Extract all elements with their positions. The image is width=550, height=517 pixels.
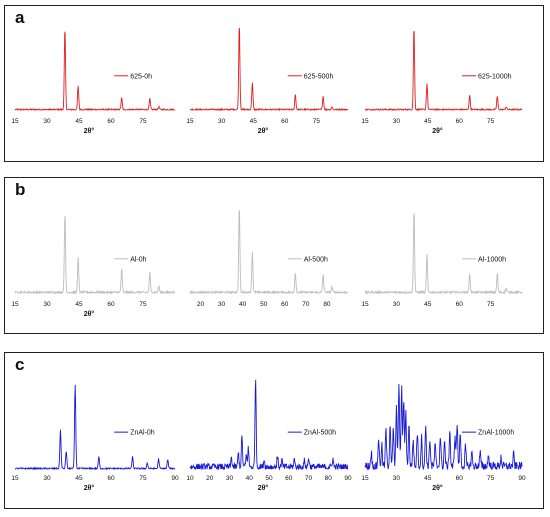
x-tick-label: 45 (424, 118, 432, 125)
x-axis-label: 2θ° (258, 484, 269, 492)
x-axis-label: 2θ° (84, 484, 95, 492)
diffraction-line (364, 30, 523, 112)
x-tick-label: 75 (139, 475, 147, 482)
x-tick-label: 70 (302, 301, 310, 308)
x-tick-label: 30 (43, 118, 51, 125)
x-tick-label: 30 (218, 301, 226, 308)
x-tick-label: 45 (75, 475, 83, 482)
diffraction-line (15, 384, 176, 471)
x-tick-label: 60 (281, 301, 289, 308)
x-tick-label: 80 (325, 475, 333, 482)
panel-c: c (4, 352, 544, 509)
x-axis-label: 2θ° (432, 484, 443, 492)
legend-label: Al-0h (130, 256, 146, 263)
panel-b: b (4, 177, 544, 334)
x-tick-label: 60 (281, 118, 289, 125)
x-tick-label: 90 (344, 475, 352, 482)
x-tick-label: 50 (265, 475, 273, 482)
panel-label-c: c (15, 355, 25, 374)
x-tick-label: 45 (424, 301, 432, 308)
legend-label: Al-500h (304, 256, 328, 263)
x-tick-label: 45 (250, 118, 258, 125)
panel-a: a (4, 5, 544, 162)
diffraction-line (364, 384, 523, 471)
x-tick-label: 20 (206, 475, 214, 482)
x-axis-label: 2θ° (432, 127, 443, 135)
x-tick-label: 45 (75, 118, 83, 125)
x-tick-label: 30 (43, 301, 51, 308)
diffraction-line (189, 27, 349, 112)
legend-label: Al-1000h (478, 256, 506, 263)
x-tick-label: 60 (456, 301, 464, 308)
x-axis-label: 2θ° (84, 127, 95, 135)
diffraction-line (14, 31, 175, 112)
diffraction-line (14, 215, 175, 295)
diffraction-line (364, 213, 523, 295)
x-tick-label: 75 (313, 118, 321, 125)
diffraction-line (189, 379, 349, 471)
x-tick-label: 70 (305, 475, 313, 482)
x-tick-label: 30 (393, 301, 401, 308)
legend-label: 625-1000h (478, 73, 512, 80)
x-tick-label: 60 (107, 475, 115, 482)
x-tick-label: 15 (361, 301, 369, 308)
x-tick-label: 20 (197, 301, 205, 308)
x-tick-label: 15 (186, 118, 194, 125)
x-tick-label: 75 (487, 475, 495, 482)
panel-label-a: a (15, 8, 25, 27)
x-tick-label: 45 (75, 301, 83, 308)
x-tick-label: 90 (171, 475, 179, 482)
x-tick-label: 60 (285, 475, 293, 482)
diffraction-line (189, 210, 349, 295)
x-tick-label: 40 (246, 475, 254, 482)
x-tick-label: 15 (11, 475, 19, 482)
x-tick-label: 60 (456, 475, 464, 482)
x-tick-label: 10 (186, 475, 194, 482)
x-tick-label: 30 (226, 475, 234, 482)
legend-label: 625-500h (304, 73, 334, 80)
x-tick-label: 15 (11, 118, 19, 125)
x-tick-label: 80 (323, 301, 331, 308)
x-tick-label: 15 (361, 475, 369, 482)
x-tick-label: 75 (139, 301, 147, 308)
legend-label: ZnAl-1000h (478, 430, 514, 437)
x-tick-label: 75 (139, 118, 147, 125)
x-tick-label: 30 (218, 118, 226, 125)
x-axis-label: 2θ° (258, 127, 269, 135)
x-tick-label: 45 (424, 475, 432, 482)
x-tick-label: 30 (393, 475, 401, 482)
x-tick-label: 75 (487, 118, 495, 125)
x-tick-label: 75 (487, 301, 495, 308)
legend-label: ZnAl-0h (130, 430, 155, 437)
panel-label-b: b (15, 180, 26, 199)
x-tick-label: 60 (107, 301, 115, 308)
legend-label: 625-0h (130, 73, 152, 80)
x-tick-label: 50 (260, 301, 268, 308)
x-tick-label: 15 (361, 118, 369, 125)
legend-label: ZnAl-500h (304, 430, 336, 437)
x-tick-label: 30 (393, 118, 401, 125)
x-tick-label: 60 (456, 118, 464, 125)
x-tick-label: 30 (43, 475, 51, 482)
x-tick-label: 60 (107, 118, 115, 125)
x-tick-label: 40 (239, 301, 247, 308)
x-tick-label: 15 (11, 301, 19, 308)
x-tick-label: 90 (518, 475, 526, 482)
x-axis-label: 2θ° (84, 310, 95, 318)
